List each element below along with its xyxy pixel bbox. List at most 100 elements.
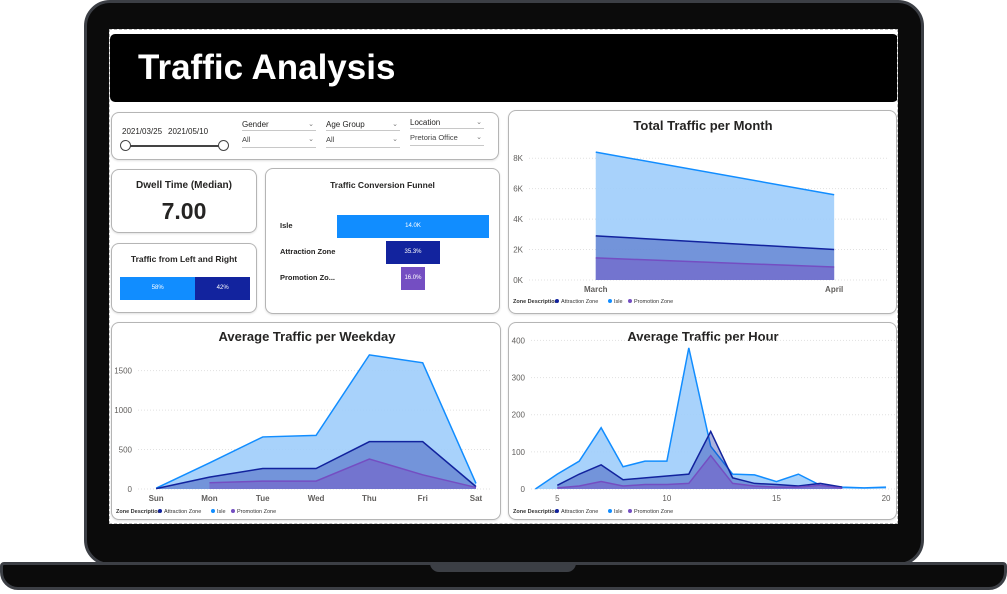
funnel-card: Traffic Conversion Funnel Isle 14.0K Attra… [265, 168, 500, 314]
y-tick-label: 2K [513, 246, 523, 255]
y-tick-label: 4K [513, 215, 523, 224]
filters-card: 2021/03/25 2021/05/10 Gender ⌄ All ⌄ Age … [111, 112, 499, 160]
legend-item: Attraction Zone [561, 509, 598, 515]
x-tick-label: Sun [149, 494, 164, 503]
x-tick-label: 5 [555, 494, 560, 503]
date-slider-end-handle[interactable] [218, 140, 229, 151]
chevron-down-icon: ⌄ [476, 134, 482, 141]
chevron-down-icon: ⌄ [392, 136, 398, 143]
date-start: 2021/03/25 [122, 127, 163, 136]
chart-title: Average Traffic per Weekday [218, 329, 396, 344]
location-header-line: ⌄ [410, 118, 484, 129]
x-tick-label: Wed [308, 494, 325, 503]
legend-dot [608, 509, 612, 513]
chevron-down-icon: ⌄ [308, 121, 314, 128]
legend-item: Attraction Zone [561, 299, 598, 305]
series-area-isle [535, 347, 887, 489]
y-tick-label: 6K [513, 185, 523, 194]
legend-item: Attraction Zone [164, 509, 201, 515]
y-tick-label: 0 [128, 485, 133, 494]
legend-item: Isle [614, 509, 623, 515]
date-slider-track[interactable] [125, 145, 223, 147]
gender-header-line: ⌄ [242, 120, 316, 131]
y-tick-label: 1500 [114, 367, 132, 376]
series-area-promotion-zone [595, 257, 835, 280]
x-tick-label: March [584, 285, 608, 294]
title-bar: Traffic Analysis [110, 34, 897, 102]
funnel-stage-bar: 16.0% [400, 267, 426, 290]
age-group-value: All [326, 135, 335, 144]
x-tick-label: 20 [882, 494, 891, 503]
legend-title: Zone Description [513, 299, 559, 305]
series-area-attraction-zone [557, 431, 843, 489]
chart-title: Total Traffic per Month [633, 118, 772, 133]
legend-title: Zone Description [513, 509, 559, 515]
funnel-stage-label: Isle [280, 221, 293, 230]
monthly-traffic-card: Total Traffic per Month 0K 2K 4K 6K 8K March Ap… [508, 110, 897, 314]
gender-value: All [242, 135, 251, 144]
age-group-header-line: ⌄ [326, 120, 400, 131]
hourly-traffic-chart: Average Traffic per Hour 0 100 200 300 400 5 10… [512, 329, 897, 515]
x-tick-label: 10 [662, 494, 671, 503]
y-tick-label: 1000 [114, 406, 132, 415]
series-line-promotion-zone [595, 257, 835, 268]
legend-dot [555, 299, 559, 303]
gender-dropdown[interactable]: All ⌄ [242, 135, 316, 148]
chevron-down-icon: ⌄ [392, 121, 398, 128]
hourly-traffic-card: Average Traffic per Hour 0 100 200 300 400 5 10… [508, 322, 897, 520]
right-traffic-bar: 42% [195, 277, 250, 300]
legend-dot [158, 509, 162, 513]
series-line-attraction-zone [556, 429, 843, 488]
legend-item: Promotion Zone [237, 509, 276, 515]
series-area-attraction-zone [595, 235, 835, 280]
left-right-card: Traffic from Left and Right 58% 42% [111, 243, 257, 313]
legend-dot [608, 299, 612, 303]
x-tick-label: Sat [470, 494, 483, 503]
x-tick-label: April [825, 285, 843, 294]
y-tick-label: 400 [512, 336, 526, 345]
x-tick-label: 15 [772, 494, 781, 503]
series-line-isle [155, 354, 477, 489]
x-tick-label: Thu [362, 494, 377, 503]
laptop-notch [430, 563, 576, 572]
series-area-attraction-zone [156, 441, 477, 489]
left-traffic-value: 58% [151, 285, 164, 291]
chevron-down-icon: ⌄ [476, 119, 482, 126]
funnel-stage-label: Attraction Zone [280, 247, 336, 256]
chart-title: Average Traffic per Hour [627, 329, 778, 344]
y-tick-label: 100 [512, 448, 526, 457]
y-tick-label: 200 [512, 411, 526, 420]
weekday-traffic-card: Average Traffic per Weekday 0 500 1000 1500 S… [111, 322, 501, 520]
funnel-stage-bar: 35.3% [386, 241, 440, 264]
left-right-label: Traffic from Left and Right [130, 254, 238, 264]
legend-title: Zone Description [116, 509, 162, 515]
monthly-traffic-chart: Total Traffic per Month 0K 2K 4K 6K 8K March Ap… [513, 118, 889, 305]
legend-item: Promotion Zone [634, 299, 673, 305]
legend-item: Promotion Zone [634, 509, 673, 515]
legend-item: Isle [614, 299, 623, 305]
legend-dot [628, 509, 632, 513]
y-tick-label: 8K [513, 154, 523, 163]
funnel-stage-bar: 14.0K [337, 215, 489, 238]
date-slider-start-handle[interactable] [120, 140, 131, 151]
legend-dot [555, 509, 559, 513]
legend-dot [231, 509, 235, 513]
legend-item: Isle [217, 509, 226, 515]
age-group-dropdown[interactable]: All ⌄ [326, 135, 400, 148]
series-line-isle [595, 151, 835, 196]
location-value: Pretoria Office [410, 133, 458, 142]
weekday-traffic-chart: Average Traffic per Weekday 0 500 1000 1500 S… [114, 329, 492, 515]
series-line-attraction-zone [155, 440, 477, 490]
dwell-time-label: Dwell Time (Median) [136, 180, 232, 191]
left-traffic-bar: 58% [120, 277, 196, 300]
legend-dot [628, 299, 632, 303]
series-area-isle [156, 354, 477, 489]
y-tick-label: 300 [512, 374, 526, 383]
location-dropdown[interactable]: Pretoria Office ⌄ [410, 133, 484, 146]
dwell-time-card: Dwell Time (Median) 7.00 [111, 169, 257, 233]
x-tick-label: Fri [418, 494, 428, 503]
x-tick-label: Tue [256, 494, 270, 503]
funnel-title: Traffic Conversion Funnel [330, 180, 435, 190]
series-area-promotion-zone [557, 455, 843, 489]
chevron-down-icon: ⌄ [308, 136, 314, 143]
